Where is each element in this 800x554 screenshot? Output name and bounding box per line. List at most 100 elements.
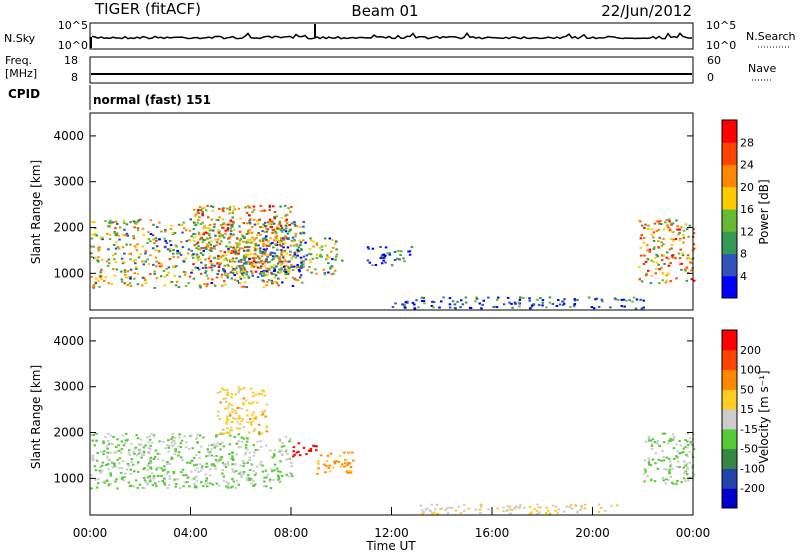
- power-cell: [261, 279, 264, 282]
- power-cell: [260, 260, 264, 262]
- power-cell: [270, 220, 273, 223]
- power-cell: [251, 225, 254, 228]
- power-ylabel: Slant Range [km]: [29, 160, 43, 264]
- power-cell: [569, 306, 572, 309]
- power-cell: [169, 250, 172, 253]
- power-cell: [250, 265, 253, 268]
- velocity-cell: [660, 459, 663, 462]
- power-cell: [263, 265, 266, 268]
- velocity-cell: [245, 409, 249, 412]
- power-cell: [236, 279, 239, 282]
- power-cell: [149, 254, 152, 257]
- velocity-cell: [676, 480, 679, 482]
- power-cell: [210, 240, 213, 243]
- velocity-cell: [246, 414, 249, 417]
- power-cell: [379, 246, 382, 248]
- power-cell: [302, 263, 305, 266]
- power-cell: [93, 232, 97, 235]
- velocity-cell: [647, 459, 651, 462]
- velocity-cell: [244, 444, 248, 447]
- velocity-cell: [219, 448, 222, 451]
- velocity-cell: [215, 455, 218, 457]
- power-cell: [422, 300, 426, 302]
- power-cell: [220, 276, 223, 279]
- power-cell: [175, 265, 178, 268]
- velocity-cell: [692, 473, 696, 476]
- power-cell: [263, 251, 266, 254]
- power-cell: [239, 217, 242, 220]
- power-cell: [290, 205, 293, 208]
- power-cell: [273, 215, 276, 218]
- velocity-cell: [116, 438, 119, 441]
- power-cell: [232, 268, 235, 271]
- power-cell: [528, 299, 531, 302]
- velocity-cell: [253, 451, 256, 454]
- power-cell: [254, 264, 257, 267]
- velocity-cell: [163, 468, 166, 471]
- velocity-cell: [168, 475, 172, 478]
- power-cell: [198, 268, 201, 271]
- power-cell: [252, 218, 256, 221]
- velocity-cell: [224, 397, 228, 400]
- power-cell: [302, 260, 305, 263]
- power-cell: [678, 238, 681, 241]
- velocity-cell: [238, 423, 242, 425]
- velocity-cell: [233, 436, 236, 439]
- power-cell: [236, 237, 239, 240]
- velocity-cell: [604, 509, 607, 512]
- power-cell: [169, 280, 172, 283]
- power-cell: [266, 255, 269, 258]
- velocity-cell: [665, 456, 669, 459]
- power-cell: [112, 268, 115, 271]
- velocity-cell: [246, 461, 249, 464]
- velocity-cell: [158, 474, 161, 477]
- velocity-cell: [196, 467, 199, 470]
- velocity-cell: [130, 442, 133, 445]
- velocity-cell: [290, 472, 293, 475]
- velocity-cell: [656, 440, 660, 442]
- velocity-cell: [154, 449, 158, 452]
- power-cell: [172, 266, 175, 269]
- velocity-cell: [222, 475, 226, 478]
- power-cell: [230, 252, 233, 254]
- velocity-cell: [688, 450, 691, 453]
- power-cell: [573, 299, 577, 302]
- velocity-cell: [90, 434, 93, 436]
- power-cell: [164, 240, 167, 243]
- power-cell: [642, 263, 646, 265]
- power-cell: [225, 245, 228, 248]
- velocity-cell: [221, 469, 224, 472]
- power-cell: [561, 304, 565, 306]
- velocity-cell: [663, 432, 667, 435]
- velocity-colorbar-swatch-6: [722, 369, 737, 390]
- velocity-cell: [669, 476, 672, 478]
- power-cell: [213, 223, 216, 226]
- power-cell: [680, 226, 683, 229]
- power-cell: [280, 260, 283, 263]
- power-cell: [213, 284, 217, 287]
- velocity-cell: [287, 458, 290, 461]
- power-cell: [289, 211, 292, 213]
- velocity-ytick-label-3: 4000: [53, 334, 84, 348]
- velocity-cell: [439, 508, 442, 511]
- velocity-cell: [107, 468, 110, 471]
- power-cell: [215, 241, 219, 244]
- power-cell: [129, 258, 132, 261]
- velocity-cell: [237, 386, 240, 389]
- power-cell: [403, 260, 406, 263]
- velocity-cell: [676, 455, 680, 458]
- velocity-cell: [252, 470, 255, 472]
- power-cell: [113, 274, 116, 277]
- power-cell: [256, 276, 260, 279]
- power-cell: [204, 209, 208, 212]
- power-cell: [258, 239, 262, 242]
- velocity-cell: [222, 445, 225, 448]
- velocity-cell: [210, 454, 214, 457]
- power-cell: [660, 244, 664, 247]
- power-cell: [211, 209, 215, 212]
- power-cell: [201, 241, 205, 244]
- power-cell: [199, 248, 202, 251]
- power-cell: [275, 235, 278, 238]
- velocity-cell: [684, 480, 687, 483]
